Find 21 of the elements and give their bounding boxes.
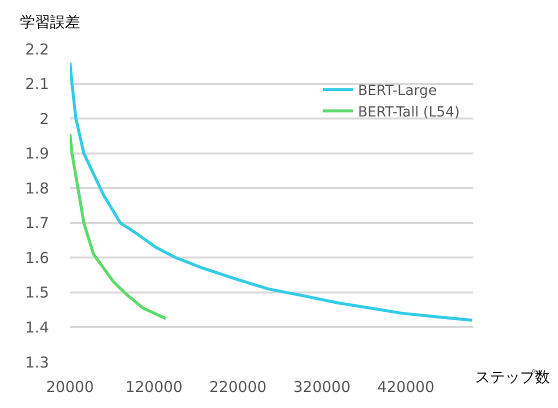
y-tick-label: 1.9 bbox=[25, 144, 49, 163]
x-tick-label: 420000 bbox=[377, 378, 434, 396]
y-tick-label: 2.2 bbox=[25, 40, 49, 58]
y-tick-label: 2.1 bbox=[25, 75, 49, 94]
line-series bbox=[70, 61, 473, 322]
y-axis-title: 学習誤差 bbox=[20, 13, 80, 31]
x-tick-label: 320000 bbox=[293, 378, 351, 396]
y-tick-label: 1.5 bbox=[25, 284, 49, 302]
y-tick-label: 2 bbox=[39, 110, 49, 128]
legend-label: BERT-Large bbox=[358, 83, 437, 100]
line-series bbox=[70, 132, 168, 320]
y-tick-label: 1.8 bbox=[25, 179, 49, 198]
y-tick-label: 1.3 bbox=[25, 353, 49, 372]
y-tick-label: 1.4 bbox=[25, 318, 49, 336]
x-tick-label: 120000 bbox=[125, 378, 183, 396]
y-tick-label: 1.6 bbox=[25, 248, 49, 267]
x-tick-label: 220000 bbox=[209, 378, 267, 396]
y-tick-label: 1.7 bbox=[25, 214, 49, 232]
x-tick-label: 20000 bbox=[46, 378, 94, 396]
legend-label: BERT-Tall (L54) bbox=[358, 104, 460, 120]
x-axis-title: ステップ数 bbox=[475, 368, 550, 386]
